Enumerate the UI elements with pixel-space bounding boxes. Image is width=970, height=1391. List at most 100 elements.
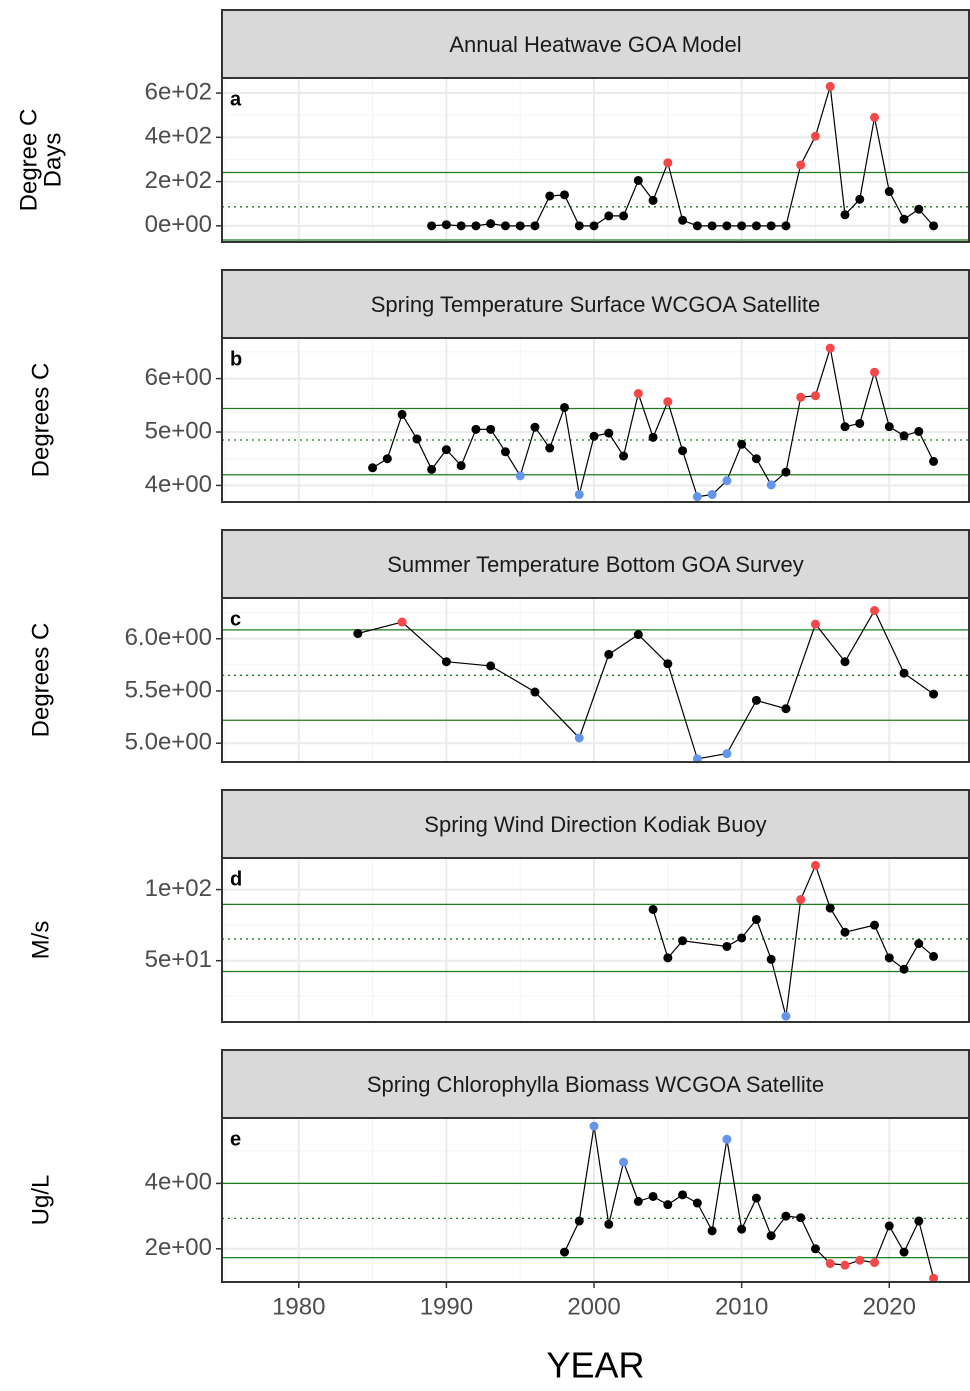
data-point: [766, 954, 776, 964]
data-point: [766, 221, 776, 231]
data-point: [633, 1196, 643, 1206]
y-tick-label: 4e+02: [145, 123, 212, 150]
data-point: [751, 1193, 761, 1203]
strip: [221, 529, 970, 599]
data-point: [722, 941, 732, 951]
strip: [221, 789, 970, 859]
data-point: [899, 964, 909, 974]
data-point: [914, 426, 924, 436]
y-axis-label: Degrees C: [27, 363, 54, 478]
x-tick-label: 2020: [863, 1293, 916, 1320]
data-point: [737, 1224, 747, 1234]
data-point: [663, 953, 673, 963]
data-point: [515, 471, 525, 481]
data-point: [929, 221, 939, 231]
data-point: [737, 933, 747, 943]
data-point: [633, 389, 643, 399]
data-point: [559, 190, 569, 200]
y-tick-label: 0e+00: [145, 211, 212, 238]
strip-title: Summer Temperature Bottom GOA Survey: [387, 552, 804, 577]
data-point: [559, 402, 569, 412]
data-point: [870, 367, 880, 377]
data-point: [574, 733, 584, 743]
data-point: [914, 204, 924, 214]
data-point: [678, 215, 688, 225]
data-point: [810, 619, 820, 629]
data-point: [840, 422, 850, 432]
data-point: [574, 1216, 584, 1226]
data-point: [870, 1258, 880, 1268]
data-point: [397, 617, 407, 627]
data-point: [737, 221, 747, 231]
data-point: [471, 424, 481, 434]
y-tick-label: 5e+00: [145, 417, 212, 444]
data-point: [604, 428, 614, 438]
data-point: [604, 211, 614, 221]
data-point: [899, 1247, 909, 1257]
data-point: [796, 160, 806, 170]
data-point: [707, 221, 717, 231]
data-point: [884, 422, 894, 432]
x-axis-label: YEAR: [546, 1345, 644, 1386]
data-point: [840, 210, 850, 220]
data-point: [441, 220, 451, 230]
data-point: [368, 463, 378, 473]
data-point: [914, 1216, 924, 1226]
data-point: [929, 689, 939, 699]
data-point: [663, 397, 673, 407]
data-point: [574, 221, 584, 231]
panel-label: d: [230, 868, 242, 890]
data-point: [884, 1221, 894, 1231]
x-tick-label: 2010: [715, 1293, 768, 1320]
data-point: [471, 221, 481, 231]
y-axis-label: Degree C: [15, 109, 42, 212]
panel-label: a: [230, 88, 242, 110]
data-point: [589, 1121, 599, 1131]
y-tick-label: 4e+00: [145, 471, 212, 498]
strip-title: Spring Temperature Surface WCGOA Satelli…: [371, 292, 821, 317]
data-point: [840, 927, 850, 937]
plot-bg: [222, 78, 969, 242]
data-point: [737, 439, 747, 449]
data-point: [751, 695, 761, 705]
data-point: [914, 939, 924, 949]
data-point: [781, 467, 791, 477]
data-point: [751, 454, 761, 464]
data-point: [884, 187, 894, 197]
data-point: [781, 1211, 791, 1221]
strip: [221, 1049, 970, 1119]
data-point: [648, 195, 658, 205]
y-axis-label: Degrees C: [27, 623, 54, 738]
data-point: [796, 895, 806, 905]
plot-bg: [222, 858, 969, 1022]
strip-title: Spring Wind Direction Kodiak Buoy: [424, 812, 766, 837]
x-tick-label: 2000: [567, 1293, 620, 1320]
data-point: [810, 391, 820, 401]
data-point: [530, 687, 540, 697]
data-point: [397, 409, 407, 419]
data-point: [500, 447, 510, 457]
data-point: [870, 606, 880, 616]
data-point: [825, 81, 835, 91]
data-point: [441, 445, 451, 455]
data-point: [589, 221, 599, 231]
data-point: [486, 219, 496, 229]
panel-border: [221, 597, 970, 763]
data-point: [722, 749, 732, 759]
data-point: [810, 860, 820, 870]
plot-bg: [222, 1118, 969, 1282]
panel-label: b: [230, 348, 242, 370]
data-point: [692, 1198, 702, 1208]
y-tick-label: 5.5e+00: [125, 676, 212, 703]
data-point: [796, 392, 806, 402]
data-point: [619, 1157, 629, 1167]
data-point: [781, 221, 791, 231]
data-point: [870, 920, 880, 930]
data-point: [825, 343, 835, 353]
data-point: [855, 418, 865, 428]
x-tick-label: 1980: [272, 1293, 325, 1320]
data-point: [870, 112, 880, 122]
data-point: [530, 221, 540, 231]
data-point: [515, 221, 525, 231]
data-point: [722, 1134, 732, 1144]
